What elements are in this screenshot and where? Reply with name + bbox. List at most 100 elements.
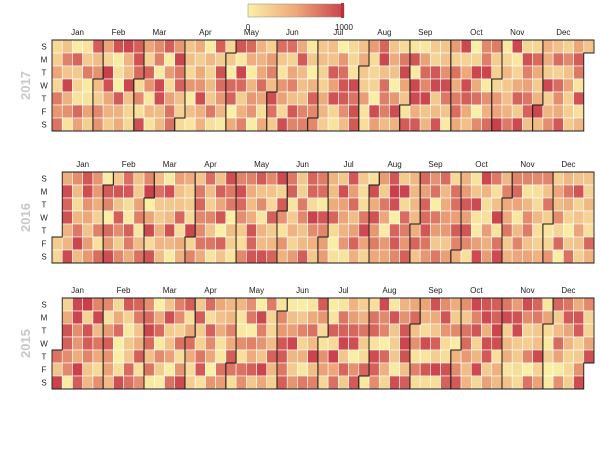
- heatmap-cell: [327, 236, 339, 251]
- heatmap-cell: [246, 184, 257, 199]
- heatmap-cell: [399, 349, 411, 364]
- heatmap-cell: [450, 362, 462, 377]
- heatmap-cell: [215, 336, 227, 351]
- heatmap-cell: [225, 197, 237, 212]
- heatmap-cell: [358, 223, 370, 238]
- heatmap-cell: [164, 323, 176, 338]
- heatmap-cell: [143, 117, 155, 132]
- heatmap-cell: [470, 104, 482, 119]
- heatmap-cell: [491, 197, 503, 212]
- heatmap-cell: [143, 39, 155, 54]
- heatmap-cell: [338, 336, 349, 351]
- month-label: Dec: [561, 286, 575, 295]
- heatmap-cell: [378, 223, 390, 238]
- heatmap-cell: [102, 362, 114, 377]
- heatmap-cell: [419, 236, 431, 251]
- heatmap-cell: [174, 323, 186, 338]
- heatmap-cell: [460, 236, 472, 251]
- heatmap-cell: [82, 336, 94, 351]
- heatmap-cell: [61, 52, 73, 67]
- month-label: Nov: [520, 286, 534, 295]
- heatmap-cell: [297, 310, 308, 325]
- heatmap-cell: [92, 171, 104, 186]
- heatmap-cell: [184, 78, 196, 93]
- heatmap-cell: [460, 362, 472, 377]
- heatmap-cell: [378, 52, 390, 67]
- heatmap-cell: [389, 171, 401, 186]
- heatmap-cell: [286, 210, 298, 225]
- heatmap-cell: [563, 310, 574, 325]
- heatmap-cell: [511, 39, 523, 54]
- month-label: Sep: [428, 160, 443, 169]
- heatmap-cell: [113, 336, 124, 351]
- heatmap-cell: [573, 117, 585, 132]
- heatmap-cell: [256, 210, 268, 225]
- heatmap-cell: [389, 310, 401, 325]
- heatmap-cell: [266, 78, 278, 93]
- heatmap-cell: [501, 65, 513, 80]
- heatmap-cell: [491, 223, 503, 238]
- heatmap-cell: [399, 375, 411, 390]
- heatmap-cell: [358, 39, 370, 54]
- heatmap-cell: [552, 184, 564, 199]
- heatmap-cell: [409, 236, 421, 251]
- heatmap-cell: [368, 249, 380, 264]
- heatmap-cell: [246, 210, 257, 225]
- heatmap-cell: [215, 375, 227, 390]
- heatmap-cell: [409, 375, 421, 390]
- heatmap-cell: [470, 349, 482, 364]
- month-label: Jan: [71, 28, 84, 37]
- heatmap-cell: [450, 104, 462, 119]
- heatmap-cell: [501, 52, 513, 67]
- heatmap-cell: [409, 52, 421, 67]
- heatmap-cell: [583, 223, 595, 238]
- heatmap-cell: [266, 223, 278, 238]
- heatmap-cell: [307, 184, 319, 199]
- heatmap-cell: [51, 78, 63, 93]
- heatmap-cell: [491, 78, 503, 93]
- heatmap-cell: [481, 236, 493, 251]
- heatmap-cell: [409, 91, 421, 106]
- heatmap-cell: [389, 104, 401, 119]
- heatmap-cell: [409, 362, 421, 377]
- heatmap-cell: [286, 104, 298, 119]
- heatmap-cell: [205, 249, 216, 264]
- heatmap-cell: [378, 375, 390, 390]
- heatmap-cell: [174, 297, 186, 312]
- heatmap-cell: [256, 171, 268, 186]
- heatmap-cell: [225, 336, 237, 351]
- heatmap-cell: [419, 323, 431, 338]
- heatmap-cell: [440, 52, 452, 67]
- heatmap-cell: [430, 91, 441, 106]
- heatmap-cell: [460, 171, 472, 186]
- heatmap-cell: [481, 117, 493, 132]
- heatmap-cell: [532, 91, 544, 106]
- heatmap-cell: [491, 249, 503, 264]
- heatmap-cell: [522, 65, 533, 80]
- day-label: M: [41, 188, 48, 197]
- heatmap-cell: [276, 52, 288, 67]
- heatmap-cell: [286, 336, 298, 351]
- heatmap-cell: [522, 336, 533, 351]
- heatmap-cell: [573, 375, 585, 390]
- heatmap-cell: [205, 39, 216, 54]
- heatmap-cell: [430, 52, 441, 67]
- day-label: S: [41, 121, 46, 130]
- heatmap-cell: [82, 117, 94, 132]
- heatmap-cell: [113, 39, 124, 54]
- heatmap-cell: [246, 349, 257, 364]
- heatmap-cell: [72, 78, 83, 93]
- heatmap-cell: [82, 249, 94, 264]
- heatmap-cell: [205, 104, 216, 119]
- heatmap-cell: [358, 104, 370, 119]
- heatmap-cell: [113, 184, 124, 199]
- heatmap-cell: [440, 210, 452, 225]
- heatmap-cell: [491, 184, 503, 199]
- heatmap-cell: [113, 210, 124, 225]
- heatmap-cell: [72, 184, 83, 199]
- heatmap-cell: [399, 65, 411, 80]
- heatmap-cell: [327, 249, 339, 264]
- heatmap-cell: [82, 91, 94, 106]
- heatmap-cell: [327, 310, 339, 325]
- heatmap-cell: [532, 362, 544, 377]
